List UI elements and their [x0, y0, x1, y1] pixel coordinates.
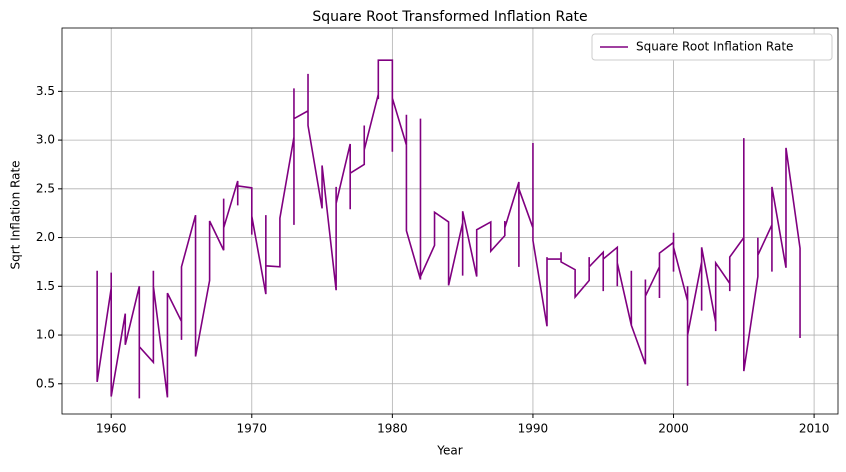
legend-label: Square Root Inflation Rate: [636, 40, 793, 54]
y-tick-label: 1.5: [36, 279, 55, 293]
x-axis-label: Year: [436, 444, 462, 458]
x-tick-label: 1970: [237, 422, 268, 436]
chart-title: Square Root Transformed Inflation Rate: [312, 9, 587, 25]
x-tick-label: 2000: [658, 422, 689, 436]
x-tick-label: 1980: [377, 422, 408, 436]
y-tick-label: 3.0: [36, 133, 55, 147]
x-tick-label: 1960: [96, 422, 127, 436]
y-tick-label: 0.5: [36, 376, 55, 390]
plot-frame: [61, 27, 839, 415]
legend-box: [591, 33, 833, 61]
y-tick-label: 2.5: [36, 181, 55, 195]
y-tick-label: 1.0: [36, 328, 55, 342]
y-tick-label: 3.5: [36, 84, 55, 98]
x-tick-label: 1990: [518, 422, 549, 436]
x-tick-label: 2010: [799, 422, 830, 436]
data-line: [96, 59, 801, 399]
y-tick-label: 2.0: [36, 230, 55, 244]
y-axis-label: Sqrt Inflation Rate: [9, 160, 23, 269]
